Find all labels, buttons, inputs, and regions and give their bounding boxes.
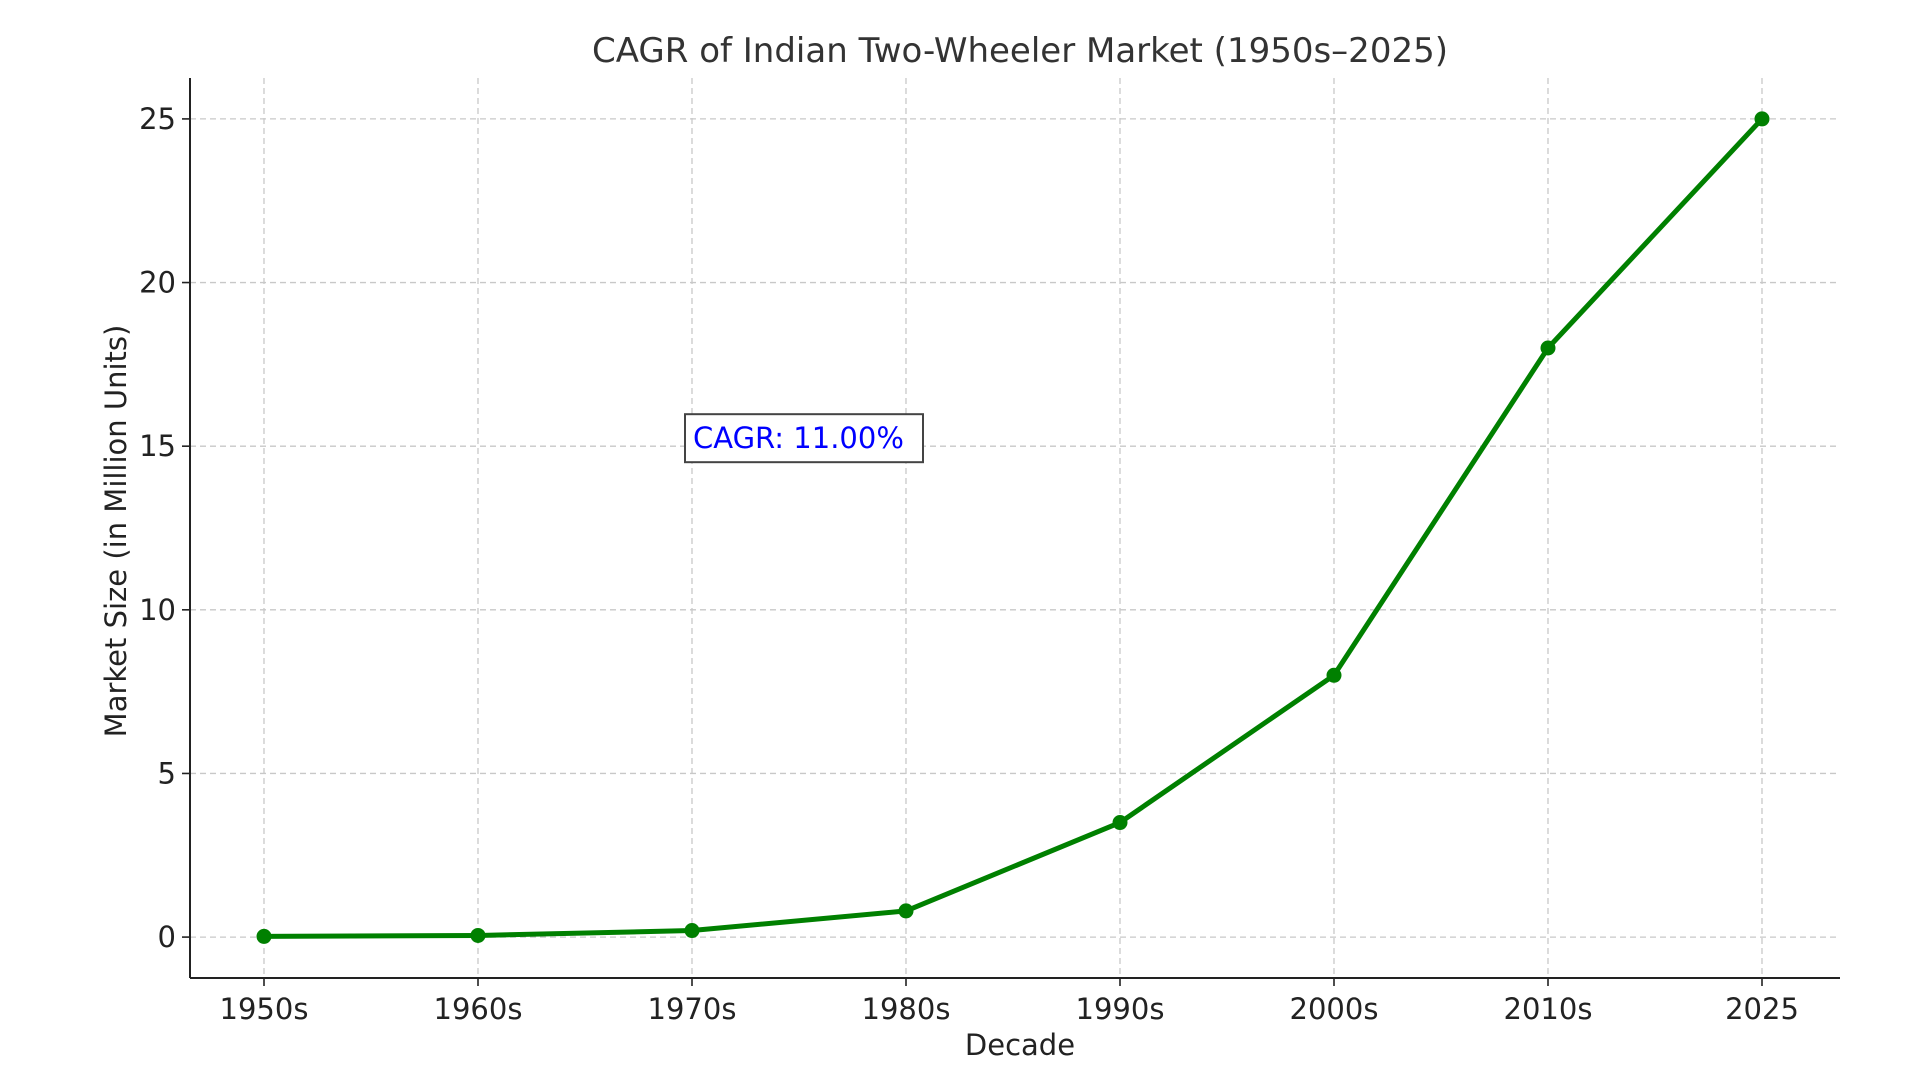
cagr-annotation-text: CAGR: 11.00% bbox=[693, 421, 904, 455]
data-point-marker bbox=[1540, 340, 1556, 356]
series-line bbox=[261, 116, 1765, 939]
chart-title: CAGR of Indian Two-Wheeler Market (1950s… bbox=[592, 31, 1448, 71]
data-point-marker bbox=[684, 923, 700, 939]
grid-lines bbox=[190, 78, 1840, 978]
y-tick-label: 10 bbox=[139, 593, 176, 627]
data-point-marker bbox=[1326, 667, 1342, 683]
y-axis-label: Market Size (in Million Units) bbox=[99, 325, 133, 738]
x-tick-label: 2010s bbox=[1504, 992, 1593, 1026]
x-tick-label: 2025 bbox=[1725, 992, 1799, 1026]
y-tick-label: 15 bbox=[139, 429, 176, 463]
y-tick-label: 20 bbox=[139, 266, 176, 300]
cagr-annotation-box bbox=[684, 413, 924, 464]
x-tick-label: 2000s bbox=[1290, 992, 1379, 1026]
x-tick-label: 1970s bbox=[648, 992, 737, 1026]
x-axis-label: Decade bbox=[965, 1028, 1075, 1062]
series-layer bbox=[256, 111, 1770, 944]
axes bbox=[182, 78, 1840, 986]
y-tick-label: 5 bbox=[158, 756, 176, 790]
annotation-layer: CAGR: 11.00% bbox=[684, 413, 924, 464]
x-tick-label: 1980s bbox=[862, 992, 951, 1026]
data-point-marker bbox=[470, 927, 486, 943]
data-point-marker bbox=[898, 903, 914, 919]
x-tick-label: 1950s bbox=[220, 992, 309, 1026]
y-tick-label: 25 bbox=[139, 102, 176, 136]
y-tick-label: 0 bbox=[158, 920, 176, 954]
data-point-marker bbox=[256, 928, 272, 944]
x-tick-label: 1960s bbox=[434, 992, 523, 1026]
x-tick-label: 1990s bbox=[1076, 992, 1165, 1026]
data-point-marker bbox=[1112, 815, 1128, 831]
data-point-marker bbox=[1754, 111, 1770, 127]
